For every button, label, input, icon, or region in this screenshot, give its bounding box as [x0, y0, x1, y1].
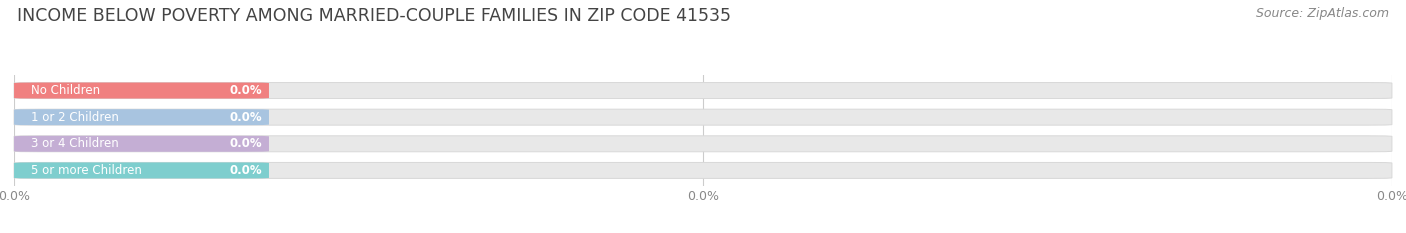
- Text: 0.0%: 0.0%: [229, 84, 262, 97]
- Text: No Children: No Children: [31, 84, 100, 97]
- Text: 0.0%: 0.0%: [688, 190, 718, 203]
- Text: 5 or more Children: 5 or more Children: [31, 164, 142, 177]
- Text: 0.0%: 0.0%: [229, 111, 262, 124]
- Text: 0.0%: 0.0%: [1376, 190, 1406, 203]
- FancyBboxPatch shape: [14, 109, 1392, 125]
- Text: 0.0%: 0.0%: [0, 190, 30, 203]
- Text: 0.0%: 0.0%: [229, 137, 262, 150]
- FancyBboxPatch shape: [14, 82, 269, 99]
- FancyBboxPatch shape: [14, 82, 1392, 99]
- Text: Source: ZipAtlas.com: Source: ZipAtlas.com: [1256, 7, 1389, 20]
- Text: 3 or 4 Children: 3 or 4 Children: [31, 137, 118, 150]
- Text: INCOME BELOW POVERTY AMONG MARRIED-COUPLE FAMILIES IN ZIP CODE 41535: INCOME BELOW POVERTY AMONG MARRIED-COUPL…: [17, 7, 731, 25]
- FancyBboxPatch shape: [14, 162, 1392, 178]
- FancyBboxPatch shape: [14, 136, 1392, 152]
- Text: 1 or 2 Children: 1 or 2 Children: [31, 111, 118, 124]
- FancyBboxPatch shape: [14, 136, 269, 152]
- FancyBboxPatch shape: [14, 162, 269, 178]
- Text: 0.0%: 0.0%: [229, 164, 262, 177]
- FancyBboxPatch shape: [14, 109, 269, 125]
